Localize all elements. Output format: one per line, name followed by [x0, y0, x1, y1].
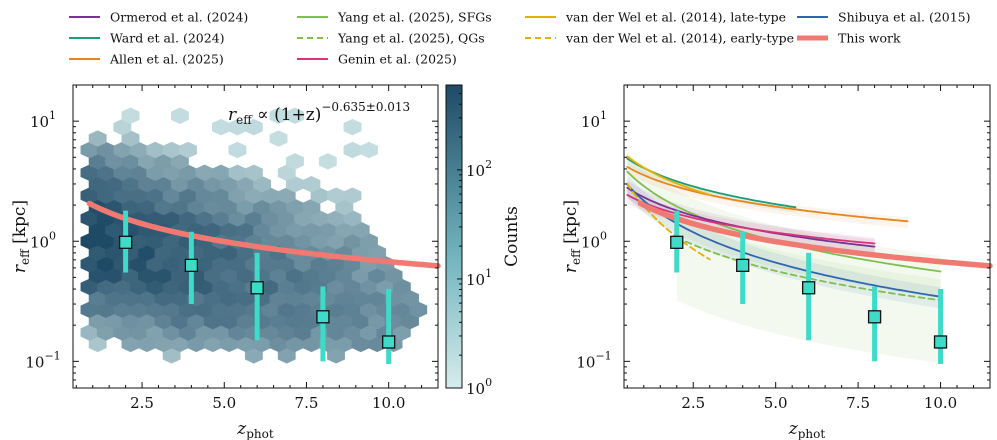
uncertainty-band [627, 156, 941, 299]
colorbar-tick-label: 101 [466, 267, 492, 289]
hexbin-cell [318, 153, 337, 170]
legend-item: van der Wel et al. (2014), late-type [525, 10, 786, 25]
x-axis-label: zphot [788, 419, 826, 440]
y-tick-label: 10−1 [25, 349, 60, 371]
hexbin-cell [343, 187, 362, 204]
y-tick-label: 100 [30, 229, 56, 251]
scaling-annotation: reff ∝ (1+z)−0.635±0.013 [228, 100, 410, 127]
hexbin-cell [244, 118, 263, 136]
legend-item: This work [797, 31, 901, 46]
hexbin-cell [244, 164, 263, 182]
median-marker [382, 335, 396, 349]
median-marker [801, 281, 816, 295]
hexbin-cell [286, 107, 304, 124]
legend-item: Yang et al. (2025), SFGs [297, 10, 492, 25]
literature-lines [626, 155, 993, 302]
y-tick-label: 101 [30, 109, 56, 131]
uncertainty-band [627, 175, 941, 309]
median-marker [670, 235, 684, 249]
uncertainty-band [627, 153, 710, 198]
legend: Ormerod et al. (2024) Ward et al. (2024) A… [69, 10, 971, 67]
series-line [626, 166, 909, 223]
series-line [626, 183, 942, 298]
median-marker [184, 258, 199, 273]
median-marker [316, 310, 330, 324]
colorbar-tick-label: 102 [466, 158, 492, 180]
hexbin-cell [121, 107, 140, 124]
colorbar: 100 101 102 Counts [445, 84, 522, 398]
legend-item: Shibuya et al. (2015) [797, 10, 971, 25]
x-tick-label: 5.0 [764, 394, 788, 412]
x-tick-label: 2.5 [681, 394, 705, 412]
binned-medians [670, 210, 948, 365]
legend-label: Yang et al. (2025), SFGs [337, 10, 492, 25]
median-marker [867, 310, 882, 324]
uncertainty-band [627, 189, 875, 252]
legend-label: Ward et al. (2024) [110, 31, 225, 46]
left-axes-ticks: 2.5 5.0 7.5 10.0 10−1 100 101 zphot reff [kpc] [10, 84, 439, 440]
legend-label: Genin et al. (2025) [338, 52, 457, 67]
series-line [637, 200, 993, 269]
series-line [626, 194, 876, 245]
hexbin-cell [360, 141, 378, 159]
legend-item: Ward et al. (2024) [69, 31, 225, 46]
series-line [626, 155, 711, 196]
fit-line [86, 200, 441, 269]
uncertainty-band [627, 162, 908, 228]
legend-label: Shibuya et al. (2015) [838, 10, 971, 25]
right-axes-ticks: 2.5 5.0 7.5 10.0 10−1 100 101 zphot reff [kpc] [561, 84, 991, 440]
x-tick-label: 7.5 [846, 394, 870, 412]
y-tick-label: 101 [581, 109, 607, 131]
median-marker [250, 281, 264, 295]
hexbin-cell [269, 130, 288, 147]
x-tick-label: 10.0 [372, 394, 405, 412]
hexbin-cell [286, 153, 304, 170]
x-axis-label: zphot [236, 419, 274, 440]
hexbin-cell [302, 176, 321, 193]
legend-label: van der Wel et al. (2014), late-type [565, 10, 786, 25]
median-marker [933, 335, 948, 349]
x-tick-label: 10.0 [924, 394, 957, 412]
left-axes-frame [72, 84, 439, 389]
this-work-fit [86, 200, 441, 269]
y-axis-label: reff [kpc] [561, 200, 583, 273]
legend-label: Allen et al. (2025) [109, 52, 224, 67]
hexbin-cell [179, 141, 198, 159]
legend-label: Ormerod et al. (2024) [110, 10, 248, 25]
colorbar-label: Counts [502, 206, 522, 267]
median-marker [736, 258, 750, 273]
legend-item: Yang et al. (2025), QGs [297, 31, 485, 46]
legend-item: Allen et al. (2025) [69, 52, 224, 67]
left-panel: 2.5 5.0 7.5 10.0 10−1 100 101 zphot reff [kpc] r… [10, 84, 441, 440]
legend-item: Ormerod et al. (2024) [69, 10, 248, 25]
hexbin-density [80, 107, 428, 364]
legend-label: This work [838, 31, 901, 46]
x-tick-label: 5.0 [212, 394, 236, 412]
legend-label: Yang et al. (2025), QGs [337, 31, 485, 46]
legend-label: van der Wel et al. (2014), early-type [565, 31, 794, 46]
hexbin-cell [343, 118, 362, 136]
median-marker [118, 235, 133, 249]
hexbin-cell [170, 107, 189, 124]
y-axis-label: reff [kpc] [10, 200, 32, 273]
colorbar-gradient [445, 84, 463, 389]
right-axes-frame [623, 84, 991, 389]
legend-item: van der Wel et al. (2014), early-type [525, 31, 794, 46]
x-tick-label: 2.5 [130, 394, 154, 412]
right-panel: 2.5 5.0 7.5 10.0 10−1 100 101 zphot reff [kpc] [561, 84, 993, 440]
hexbin-cell [343, 141, 362, 159]
hexbin-cell [228, 141, 247, 159]
y-tick-label: 10−1 [576, 349, 611, 371]
y-tick-label: 100 [581, 229, 607, 251]
colorbar-tick-label: 100 [466, 376, 492, 398]
x-tick-label: 7.5 [295, 394, 319, 412]
binned-medians [118, 210, 396, 365]
hexbin-cell [88, 130, 107, 147]
legend-item: Genin et al. (2025) [297, 52, 457, 67]
